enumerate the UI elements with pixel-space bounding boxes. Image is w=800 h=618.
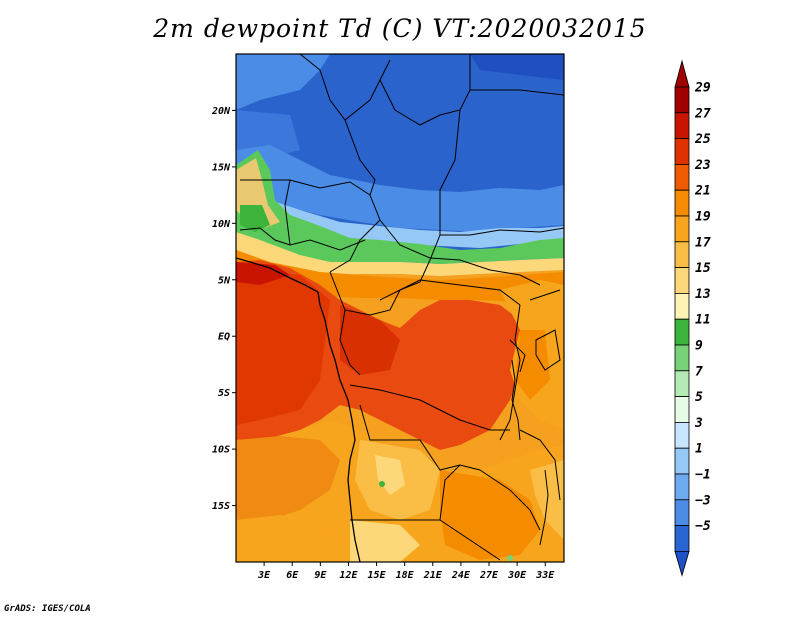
latitude-axis: 20N 15N 10N 5N EQ 5S 10S 15S — [211, 106, 236, 512]
colorbar-label: 15 — [695, 261, 711, 276]
colorbar-swatch — [674, 396, 690, 423]
colorbar: 29 27 25 23 21 19 17 15 13 11 9 7 5 3 1 −1 −3 −5 — [674, 59, 711, 577]
lat-tick-label: 15N — [212, 162, 231, 173]
coastline — [236, 257, 361, 562]
colorbar-label: 21 — [694, 184, 711, 199]
lat-tick-label: 10N — [212, 219, 231, 230]
colorbar-label: 9 — [695, 339, 703, 354]
colorbar-label: 17 — [695, 235, 711, 250]
lat-tick-label: 5S — [218, 388, 230, 399]
colorbar-swatch — [674, 447, 690, 475]
colorbar-label: 23 — [694, 158, 711, 173]
lon-tick-label: 33E — [535, 570, 555, 581]
colorbar-label: 29 — [694, 81, 711, 96]
colorbar-label: 11 — [695, 313, 711, 328]
colorbar-swatch — [674, 241, 690, 269]
colorbar-swatch — [674, 499, 690, 526]
lon-tick-label: 6E — [286, 570, 299, 581]
lat-tick-label: 15S — [212, 501, 230, 512]
lake-tanganyika — [511, 359, 521, 441]
lat-tick-label: 5N — [218, 275, 231, 286]
colorbar-label: 5 — [695, 390, 703, 405]
lon-tick-label: 3E — [257, 570, 271, 581]
grads-credit: GrADS: IGES/COLA — [4, 604, 91, 614]
colorbar-swatch — [674, 163, 690, 191]
colorbar-swatch — [674, 138, 690, 165]
dewpoint-field — [236, 54, 564, 562]
colorbar-swatch — [674, 86, 690, 114]
lake-malawi — [539, 469, 549, 546]
colorbar-bottom-arrow — [674, 551, 690, 577]
colorbar-label: −3 — [695, 493, 711, 508]
lon-tick-label: 21E — [423, 570, 443, 581]
colorbar-swatch — [674, 292, 690, 320]
colorbar-label: 27 — [694, 106, 711, 121]
lat-tick-label: 10S — [212, 445, 230, 456]
colorbar-swatch — [674, 215, 690, 243]
lon-tick-label: 27E — [479, 570, 499, 581]
map-title: 2m dewpoint Td (C) VT:2020032015 — [153, 14, 647, 43]
colorbar-label: 1 — [695, 442, 703, 457]
colorbar-top-arrow — [674, 59, 690, 88]
colorbar-label: 25 — [694, 132, 711, 147]
lon-tick-label: 12E — [339, 570, 358, 581]
lon-tick-label: 15E — [368, 570, 387, 581]
lon-tick-label: 9E — [314, 570, 327, 581]
lon-tick-label: 30E — [507, 570, 527, 581]
colorbar-swatch — [674, 421, 690, 449]
lat-tick-label: 20N — [211, 106, 231, 117]
colorbar-label: −1 — [695, 468, 711, 483]
colorbar-label: 3 — [694, 416, 703, 431]
lat-tick-label: EQ — [218, 332, 230, 343]
lon-tick-label: 24E — [451, 570, 471, 581]
country-borders — [239, 54, 564, 561]
longitude-axis: 3E 6E 9E 12E 15E 18E 21E 24E 27E 30E 33E — [257, 562, 555, 581]
colorbar-swatch — [674, 344, 690, 372]
colorbar-swatch — [674, 525, 690, 552]
colorbar-swatch — [674, 318, 690, 346]
lon-tick-label: 18E — [396, 570, 415, 581]
colorbar-label: −5 — [695, 519, 711, 534]
colorbar-swatch — [674, 370, 690, 397]
colorbar-label: 13 — [695, 287, 711, 302]
colorbar-label: 7 — [695, 364, 703, 379]
map-frame — [235, 53, 565, 563]
colorbar-label: 19 — [695, 210, 711, 225]
colorbar-swatch — [674, 189, 690, 217]
colorbar-swatch — [674, 267, 690, 294]
colorbar-swatch — [674, 473, 690, 501]
colorbar-swatch — [674, 112, 690, 140]
